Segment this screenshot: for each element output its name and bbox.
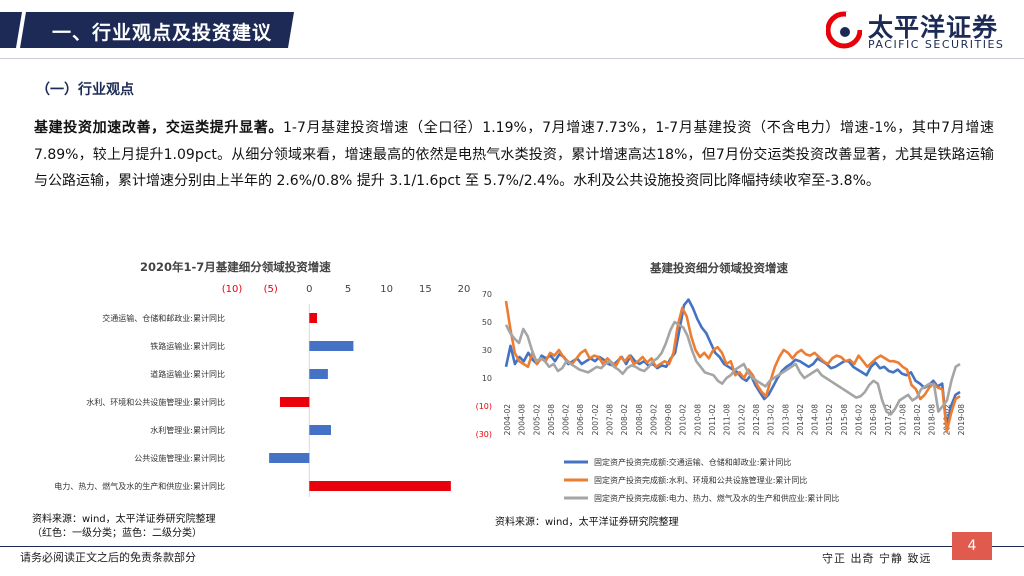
x-tick-label: 2011-08 [723,404,732,436]
legend-label: 固定资产投资完成额:电力、热力、燃气及水的生产和供应业:累计同比 [594,493,839,503]
bar-chart-title: 2020年1-7月基建细分领域投资增速 [140,260,331,274]
category-label: 水利、环境和公共设施管理业:累计同比 [86,397,225,407]
bar [309,341,354,351]
x-tick-label: 10 [380,284,393,295]
logo-name-cn: 太平洋证券 [868,13,999,42]
line-chart: 70 50 30 10 (10) (30) 2004-02 2004-08 2005-02 200… [476,290,966,503]
section-heading: （一）行业观点 [36,82,134,98]
x-tick-label: 2007-08 [606,404,615,436]
x-tick-label: 5 [345,284,351,295]
x-tick-label: 2005-08 [547,404,556,436]
page-number: 4 [952,532,992,560]
category-label: 电力、热力、燃气及水的生产和供应业:累计同比 [54,481,225,491]
company-logo: 太平洋证券 PACIFIC SECURITIES [826,8,1016,56]
y-tick-label: 50 [482,318,492,327]
category-label: 铁路运输业:累计同比 [150,341,225,351]
header-divider [0,58,1024,59]
x-tick-label: 2005-02 [532,404,541,436]
bar [309,369,328,379]
category-label: 水利管理业:累计同比 [150,425,225,435]
footer-divider [0,546,1024,547]
x-tick-label: 2004-08 [518,404,527,436]
source-note-left: 资料来源：wind，太平洋证券研究院整理 （红色：一级分类；蓝色：二级分类） [32,513,216,541]
bar [309,481,451,491]
y-tick-label: 30 [482,346,492,355]
x-tick-label: 2015-02 [825,404,834,436]
x-tick-label: 2009-08 [664,404,673,436]
y-tick-label: 70 [482,290,492,299]
x-tick-label: 2010-02 [679,404,688,436]
x-tick-label: 2017-02 [884,404,893,436]
source-right: 资料来源：wind，太平洋证券研究院整理 [495,517,679,528]
x-tick-label: 2018-08 [928,404,937,436]
x-tick-label: 2016-02 [854,404,863,436]
category-label: 交通运输、仓储和邮政业:累计同比 [102,313,225,323]
x-tick-label: 2019-08 [957,404,966,436]
x-tick-label: (5) [264,284,278,295]
paragraph-lead: 基建投资加速改善，交运类提升显著。 [34,120,284,136]
x-tick-label: 15 [419,284,432,295]
x-tick-label: 2018-02 [913,404,922,436]
x-tick-label: 20 [458,284,471,295]
bar [309,313,318,323]
footer-motto: 守正 出奇 宁静 致远 [822,552,932,565]
x-tick-label: 2011-02 [708,404,717,436]
y-tick-label: (10) [476,402,492,411]
x-tick-label: 2012-02 [737,404,746,436]
x-tick-label: 2004-02 [503,404,512,436]
footer-disclaimer: 请务必阅读正文之后的免责条款部分 [20,551,196,564]
x-tick-label: 2012-08 [752,404,761,436]
x-tick-label: 2008-08 [635,404,644,436]
page-title: 一、行业观点及投资建议 [52,22,273,44]
x-tick-label: 2015-08 [840,404,849,436]
x-tick-label: 0 [306,284,312,295]
x-tick-label: 2010-08 [693,404,702,436]
x-tick-label: 2008-02 [620,404,629,436]
x-tick-label: 2006-02 [562,404,571,436]
logo-name-en: PACIFIC SECURITIES [868,38,1005,51]
bar [269,453,310,463]
series-line [504,320,961,416]
series-line [504,300,961,433]
x-tick-label: 2013-02 [767,404,776,436]
x-tick-label: 2007-02 [591,404,600,436]
y-tick-label: 10 [482,374,492,383]
x-tick-label: 2014-08 [811,404,820,436]
y-tick-label: (30) [476,430,492,439]
bar [279,397,310,407]
category-label: 公共设施管理业:累计同比 [134,453,225,463]
paragraph-body: 1-7月基建投资增速（全口径）1.19%，7月增速7.73%，1-7月基建投资（… [34,120,994,189]
x-tick-label: 2009-02 [649,404,658,436]
header-banner-shape [0,12,294,48]
bar-chart: (10) (5) 0 5 10 15 20 交通运输、仓储和邮政业:累计同比铁路运输业:累计同… [54,284,471,497]
x-tick-label: (10) [222,284,243,295]
x-tick-label: 2017-08 [898,404,907,436]
line-chart-title: 基建投资细分领域投资增速 [650,261,788,275]
legend-label: 固定资产投资完成额:水利、环境和公共设施管理业:累计同比 [594,475,807,485]
source-left-note: （红色：一级分类；蓝色：二级分类） [32,528,202,539]
x-tick-label: 2013-08 [781,404,790,436]
legend-label: 固定资产投资完成额:交通运输、仓储和邮政业:累计同比 [594,457,791,467]
logo-icon [826,11,862,49]
source-left: 资料来源：wind，太平洋证券研究院整理 [32,514,216,525]
x-tick-label: 2014-02 [796,404,805,436]
bar [309,425,331,435]
header-bar [0,12,294,48]
category-label: 道路运输业:累计同比 [150,369,225,379]
body-paragraph: 基建投资加速改善，交运类提升显著。1-7月基建投资增速（全口径）1.19%，7月… [34,115,994,195]
x-tick-label: 2006-08 [576,404,585,436]
x-tick-label: 2016-08 [869,404,878,436]
